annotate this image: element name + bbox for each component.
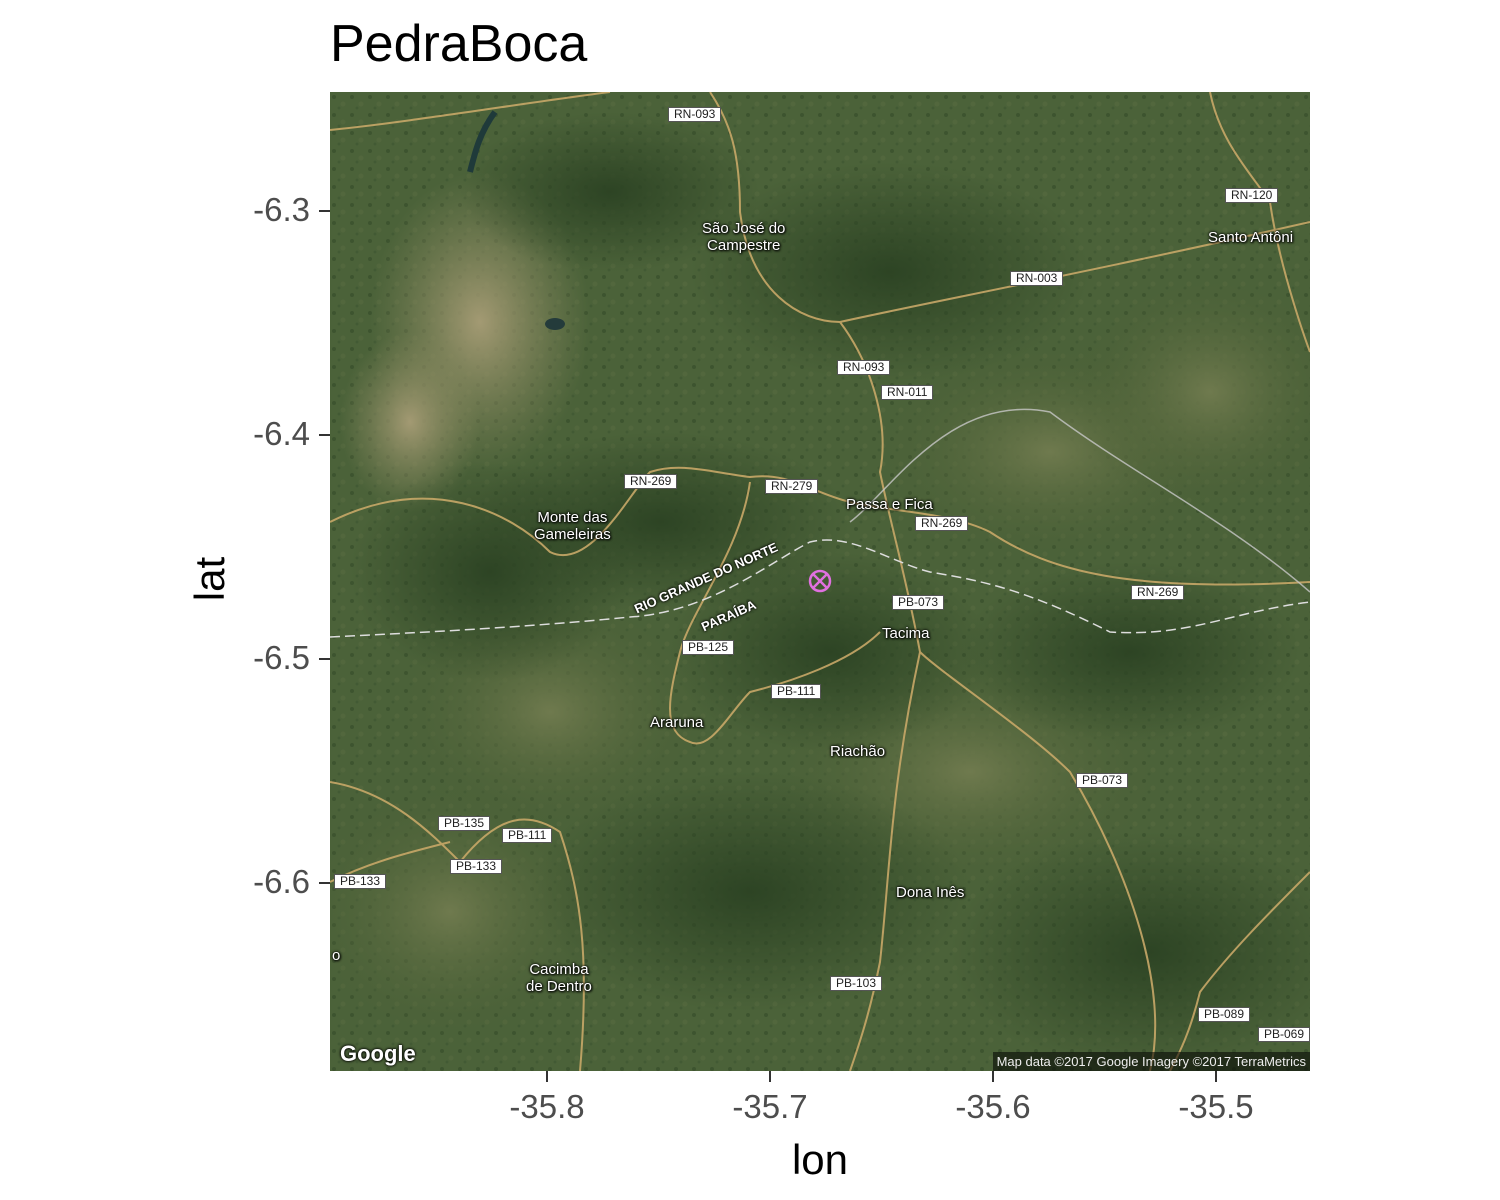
- road-label-rn-120: RN-120: [1225, 188, 1279, 203]
- x-tick-mark: [546, 1071, 548, 1082]
- y-tick-mark: [319, 658, 330, 660]
- place-label-cacimba-de-dentro: Cacimba de Dentro: [526, 961, 592, 995]
- x-tick-label: -35.7: [732, 1088, 808, 1125]
- road-label-pb-111b: PB-111: [502, 828, 553, 843]
- x-tick-mark: [1215, 1071, 1217, 1082]
- road-label-pb-133: PB-133: [450, 859, 503, 874]
- y-tick-label: -6.5: [253, 639, 310, 676]
- road-label-rn-269b: RN-269: [915, 516, 969, 531]
- road-label-pb-073b: PB-073: [1076, 773, 1129, 788]
- road-label-pb-133b: PB-133: [334, 874, 387, 889]
- road-label-pb-089: PB-089: [1198, 1007, 1251, 1022]
- pedra-boca-marker[interactable]: [808, 569, 832, 593]
- x-tick-label: -35.6: [955, 1088, 1031, 1125]
- x-tick-mark: [769, 1071, 771, 1082]
- road-label-rn-269c: RN-269: [1131, 585, 1185, 600]
- place-label-sao-jose-do-campestre: São José do Campestre: [702, 220, 786, 254]
- place-label-monte-das-gameleiras: Monte das Gameleiras: [534, 509, 611, 543]
- y-tick-label: -6.3: [253, 191, 310, 228]
- map-title: PedraBoca: [330, 15, 588, 73]
- map-attribution[interactable]: Map data ©2017 Google Imagery ©2017 Terr…: [992, 1052, 1310, 1071]
- road-label-pb-125: PB-125: [682, 640, 735, 655]
- road-label-pb-103: PB-103: [830, 976, 883, 991]
- road-label-rn-269: RN-269: [624, 474, 678, 489]
- y-tick-label: -6.6: [253, 863, 310, 900]
- road-label-pb-069: PB-069: [1258, 1027, 1310, 1042]
- y-tick-mark: [319, 434, 330, 436]
- x-tick-label: -35.5: [1178, 1088, 1254, 1125]
- road-label-rn-011: RN-011: [881, 385, 934, 400]
- place-label-araruna: Araruna: [650, 714, 704, 731]
- road-label-pb-135: PB-135: [438, 816, 491, 831]
- x-tick-mark: [992, 1071, 994, 1082]
- place-label-tacima: Tacima: [882, 625, 930, 642]
- place-label-santo-antonio: Santo Antôni: [1208, 229, 1294, 246]
- map-panel[interactable]: RN-093 RN-120 RN-003 RN-093 RN-011 RN-26…: [330, 92, 1310, 1071]
- road-label-rn-093b: RN-093: [837, 360, 891, 375]
- x-axis-label: lon: [791, 1136, 849, 1183]
- road-label-pb-073: PB-073: [892, 595, 945, 610]
- google-logo: Google: [340, 1041, 416, 1066]
- place-label-partial: o: [332, 947, 341, 964]
- satellite-map: [330, 92, 1310, 1071]
- y-tick-mark: [319, 882, 330, 884]
- road-label-pb-111: PB-111: [771, 684, 822, 699]
- y-tick-label: -6.4: [253, 415, 310, 452]
- place-label-dona-ines: Dona Inês: [896, 884, 965, 901]
- y-tick-mark: [319, 210, 330, 212]
- place-label-riachao: Riachão: [830, 743, 886, 760]
- x-tick-label: -35.8: [509, 1088, 585, 1125]
- road-label-rn-093: RN-093: [668, 107, 722, 122]
- place-label-passa-e-fica: Passa e Fica: [846, 496, 933, 513]
- road-label-rn-003: RN-003: [1010, 271, 1064, 286]
- y-axis-label: lat: [186, 556, 233, 602]
- road-label-rn-279: RN-279: [765, 479, 819, 494]
